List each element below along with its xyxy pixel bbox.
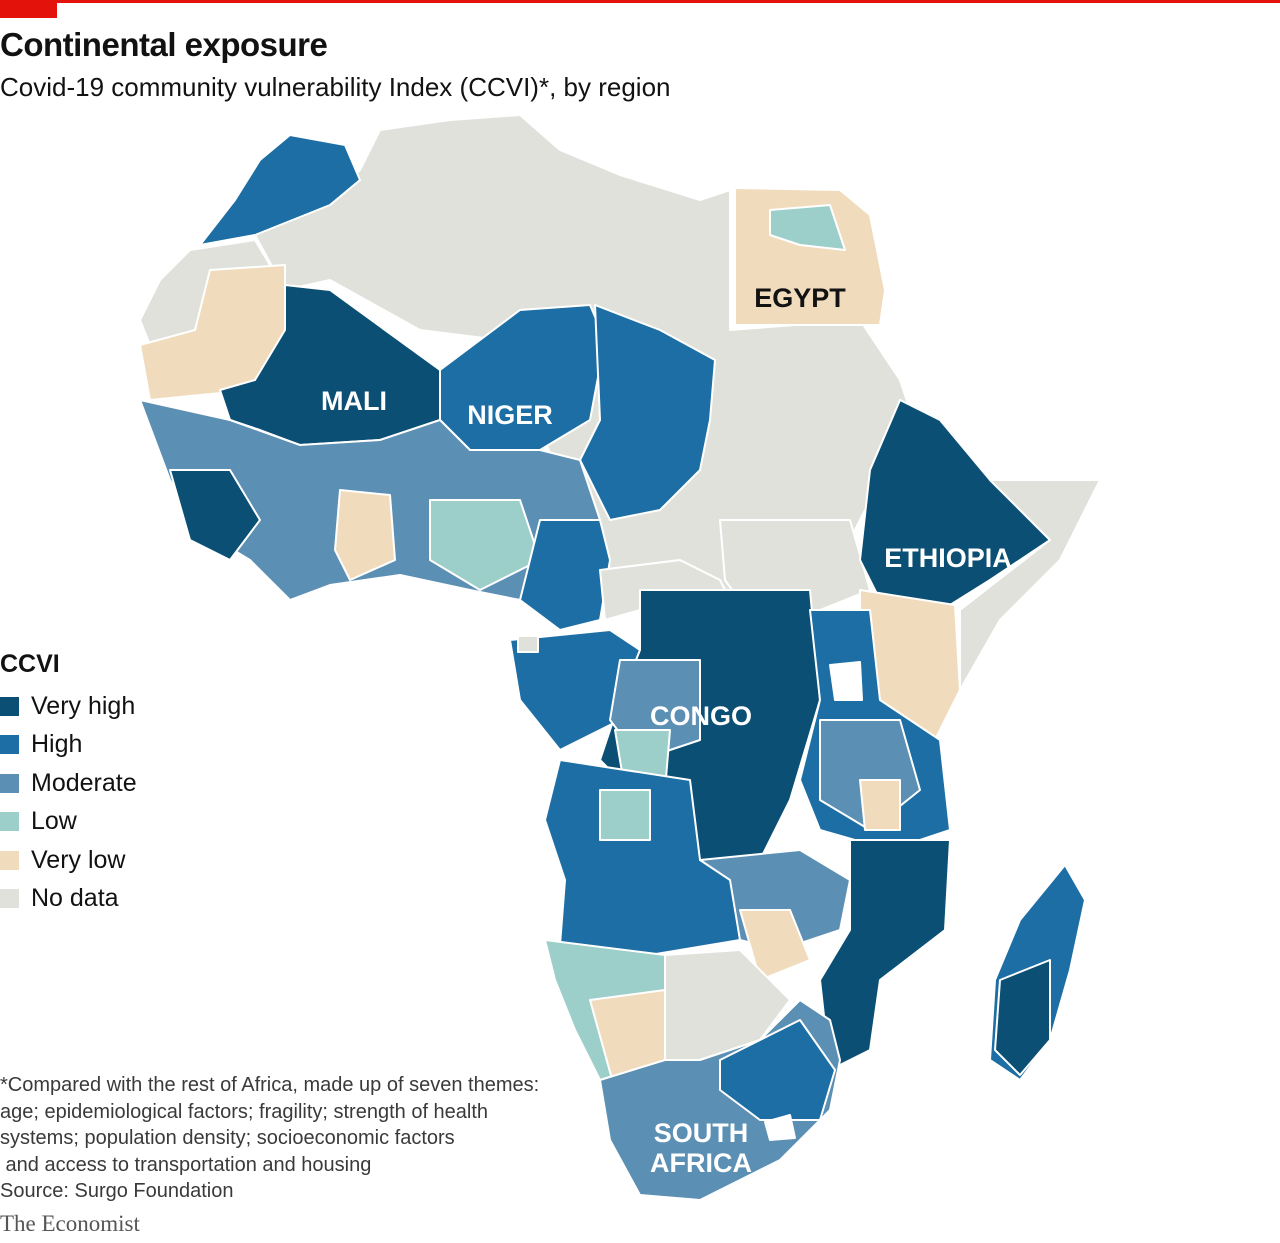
- label-congo: CONGO: [650, 701, 752, 731]
- legend-swatch-very-low: [0, 850, 19, 870]
- legend-label: Low: [31, 807, 77, 836]
- lake-victoria: [829, 661, 863, 701]
- nigeria-low-area: [429, 499, 541, 591]
- footnote-line: and access to transportation and housing: [0, 1153, 372, 1176]
- label-egypt: EGYPT: [754, 283, 846, 313]
- cameroon-region: [519, 519, 611, 631]
- label-south-africa-line2: AFRICA: [650, 1148, 752, 1178]
- legend-label: Very high: [31, 691, 136, 720]
- egypt-low-area: [769, 204, 846, 251]
- legend-swatch-low: [0, 812, 19, 832]
- legend-item-moderate: Moderate: [0, 764, 137, 803]
- mozambique-region: [819, 839, 951, 1071]
- zimbabwe-very-low-area: [739, 909, 811, 981]
- legend-label: Very low: [31, 845, 126, 874]
- footnote-line: *Compared with the rest of Africa, made …: [0, 1074, 540, 1096]
- ccvi-legend: CCVI Very high High Moderate Low Very lo…: [0, 650, 137, 918]
- ethiopia-region: [859, 399, 1051, 606]
- somalia-no-data-region: [959, 479, 1101, 691]
- footnote-line: systems; population density; socioeconom…: [0, 1127, 455, 1149]
- label-niger: NIGER: [467, 400, 553, 430]
- angola-low-area: [599, 789, 651, 841]
- legend-swatch-moderate: [0, 773, 19, 793]
- brand-red-tag: [0, 0, 57, 18]
- footnote: *Compared with the rest of Africa, made …: [0, 1072, 539, 1205]
- south-africa-high-area: [719, 1019, 836, 1121]
- legend-label: No data: [31, 884, 119, 913]
- angola-region: [544, 759, 741, 956]
- tanzania-very-low-area: [859, 779, 901, 831]
- morocco-region: [199, 134, 361, 246]
- legend-swatch-very-high: [0, 696, 19, 716]
- label-ethiopia: ETHIOPIA: [884, 543, 1012, 573]
- chad-region: [579, 304, 716, 521]
- label-south-africa-line1: SOUTH: [654, 1118, 749, 1148]
- lesotho: [764, 1114, 796, 1141]
- legend-item-no-data: No data: [0, 880, 137, 919]
- zambia-region: [699, 849, 851, 951]
- legend-label: Moderate: [31, 768, 137, 797]
- chart-subtitle: Covid-19 community vulnerability Index (…: [0, 72, 671, 102]
- legend-item-low: Low: [0, 803, 137, 842]
- top-rule: [0, 0, 1280, 3]
- legend-title: CCVI: [0, 650, 60, 678]
- legend-swatch-no-data: [0, 889, 19, 909]
- madagascar-very-high-area: [994, 959, 1051, 1076]
- legend-label: High: [31, 730, 83, 759]
- chart-title: Continental exposure: [0, 26, 328, 63]
- footnote-line: age; epidemiological factors; fragility;…: [0, 1100, 489, 1123]
- west-africa-very-high-area: [169, 469, 261, 561]
- legend-swatch-high: [0, 735, 19, 755]
- sao-tome-island: [517, 635, 539, 653]
- legend-item-very-low: Very low: [0, 841, 137, 880]
- ghana-very-low-area: [334, 489, 396, 581]
- economist-logo: The Economist: [0, 1211, 140, 1236]
- label-mali: MALI: [321, 386, 387, 416]
- legend-item-high: High: [0, 726, 137, 765]
- source-line: Source: Surgo Foundation: [0, 1180, 234, 1202]
- legend-item-very-high: Very high: [0, 687, 137, 726]
